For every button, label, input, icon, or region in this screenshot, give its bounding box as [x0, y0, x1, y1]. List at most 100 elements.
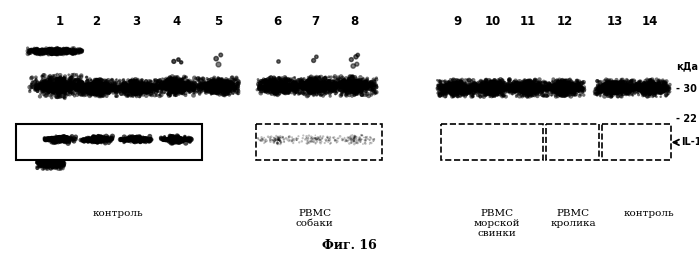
Point: [46, 163, 57, 168]
Point: [493, 90, 505, 94]
Point: [350, 81, 361, 85]
Point: [211, 84, 222, 89]
Point: [131, 86, 142, 91]
Point: [57, 48, 68, 52]
Point: [168, 85, 179, 89]
Point: [48, 155, 59, 159]
Point: [46, 157, 57, 162]
Point: [268, 86, 280, 91]
Point: [525, 88, 536, 92]
Point: [148, 138, 159, 143]
Point: [339, 86, 350, 91]
Point: [268, 82, 279, 86]
Point: [165, 89, 176, 93]
Point: [73, 85, 85, 89]
Point: [507, 85, 518, 90]
Point: [475, 87, 486, 92]
Point: [349, 83, 360, 87]
Point: [436, 88, 447, 93]
Point: [524, 90, 535, 95]
Point: [50, 161, 61, 165]
Point: [131, 140, 143, 144]
Point: [307, 138, 318, 143]
Point: [308, 85, 319, 90]
Point: [647, 79, 658, 84]
Point: [164, 139, 175, 143]
Point: [131, 139, 143, 143]
Point: [48, 161, 59, 166]
Point: [488, 82, 499, 86]
Point: [603, 85, 614, 89]
Point: [607, 85, 618, 89]
Point: [542, 87, 553, 92]
Point: [270, 84, 281, 88]
Point: [635, 85, 647, 90]
Point: [75, 48, 87, 52]
Point: [478, 87, 489, 91]
Point: [91, 88, 102, 92]
Point: [480, 89, 491, 93]
Point: [531, 87, 542, 92]
Point: [264, 81, 275, 85]
Point: [613, 88, 624, 92]
Point: [449, 85, 461, 89]
Point: [52, 89, 63, 93]
Point: [57, 136, 69, 141]
Point: [267, 81, 278, 86]
Point: [57, 84, 68, 88]
Point: [72, 88, 83, 92]
Point: [168, 134, 180, 138]
Point: [273, 83, 284, 87]
Point: [659, 82, 670, 86]
Point: [645, 87, 656, 91]
Point: [217, 86, 228, 90]
Point: [29, 50, 41, 55]
Point: [50, 138, 61, 142]
Point: [172, 80, 183, 84]
Point: [52, 49, 63, 53]
Point: [78, 84, 89, 89]
Point: [163, 136, 174, 140]
Point: [50, 47, 61, 51]
Point: [179, 84, 190, 89]
Point: [651, 87, 663, 91]
Point: [609, 85, 620, 89]
Point: [526, 86, 538, 91]
Point: [214, 87, 225, 92]
Point: [41, 83, 52, 87]
Point: [606, 87, 617, 91]
Point: [131, 137, 143, 141]
Point: [131, 138, 142, 143]
Point: [647, 85, 658, 90]
Point: [127, 89, 138, 94]
Point: [168, 135, 180, 140]
Point: [664, 85, 675, 89]
Point: [486, 87, 497, 91]
Point: [528, 84, 539, 88]
Point: [543, 85, 554, 89]
Point: [639, 87, 650, 91]
Point: [524, 88, 535, 93]
Point: [450, 85, 461, 90]
Point: [500, 85, 512, 89]
Point: [163, 82, 174, 86]
Point: [280, 91, 291, 95]
Point: [136, 83, 147, 88]
Point: [99, 139, 110, 143]
Point: [89, 85, 101, 89]
Point: [120, 135, 131, 139]
Point: [521, 85, 533, 89]
Point: [305, 86, 316, 90]
Point: [57, 162, 69, 166]
Point: [617, 77, 628, 82]
Point: [50, 134, 62, 138]
Point: [307, 82, 318, 87]
Point: [122, 86, 133, 90]
Point: [492, 80, 503, 85]
Point: [217, 77, 228, 82]
Point: [216, 84, 227, 89]
Point: [487, 88, 498, 93]
Point: [43, 162, 55, 166]
Point: [609, 81, 620, 86]
Point: [559, 83, 570, 88]
